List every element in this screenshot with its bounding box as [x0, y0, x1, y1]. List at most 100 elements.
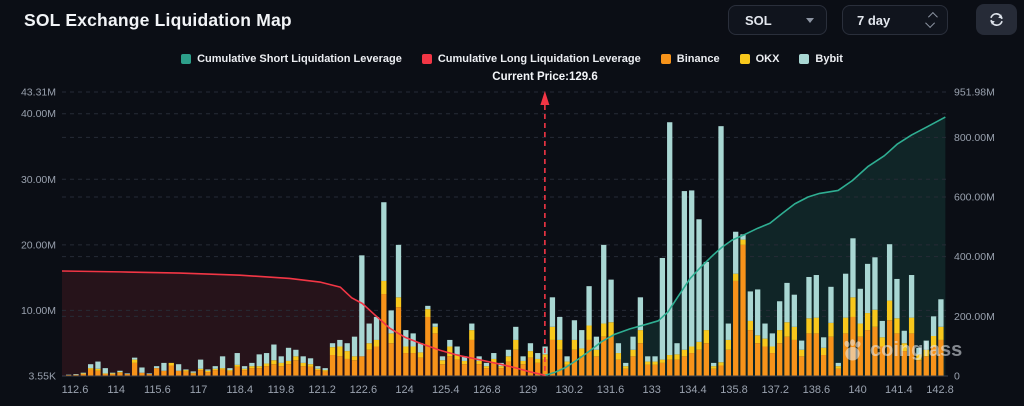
bar-segment[interactable]: [125, 373, 130, 374]
bar-segment[interactable]: [88, 364, 93, 368]
bar-segment[interactable]: [858, 324, 863, 337]
bar-segment[interactable]: [902, 331, 907, 343]
bar-segment[interactable]: [447, 346, 452, 356]
bar-segment[interactable]: [682, 350, 687, 357]
bar-segment[interactable]: [117, 371, 122, 372]
bar-segment[interactable]: [880, 337, 885, 346]
bar-segment[interactable]: [345, 359, 350, 376]
bar-segment[interactable]: [828, 323, 833, 337]
bar-segment[interactable]: [718, 366, 723, 376]
symbol-select[interactable]: SOL: [728, 5, 827, 35]
bar-segment[interactable]: [301, 363, 306, 366]
bar-segment[interactable]: [191, 373, 196, 374]
refresh-button[interactable]: [976, 4, 1017, 35]
bar-segment[interactable]: [652, 365, 657, 376]
bar-segment[interactable]: [806, 277, 811, 318]
bar-segment[interactable]: [169, 366, 174, 376]
bar-segment[interactable]: [73, 374, 78, 375]
bar-segment[interactable]: [374, 340, 379, 347]
bar-segment[interactable]: [784, 337, 789, 376]
bar-segment[interactable]: [103, 368, 108, 373]
bar-segment[interactable]: [242, 366, 247, 369]
bar-segment[interactable]: [865, 264, 870, 313]
bar-segment[interactable]: [623, 366, 628, 369]
bar-segment[interactable]: [755, 343, 760, 376]
bar-segment[interactable]: [674, 354, 679, 359]
bar-segment[interactable]: [740, 245, 745, 376]
bar-segment[interactable]: [689, 346, 694, 353]
bar-segment[interactable]: [748, 291, 753, 321]
bar-segment[interactable]: [821, 348, 826, 355]
bar-segment[interactable]: [95, 371, 100, 376]
bar-segment[interactable]: [403, 346, 408, 353]
bar-segment[interactable]: [645, 365, 650, 376]
bar-segment[interactable]: [330, 347, 335, 355]
bar-segment[interactable]: [601, 324, 606, 337]
bar-segment[interactable]: [161, 363, 166, 371]
bar-segment[interactable]: [433, 324, 438, 327]
bar-segment[interactable]: [696, 350, 701, 376]
bar-segment[interactable]: [645, 356, 650, 361]
bar-segment[interactable]: [740, 240, 745, 245]
bar-segment[interactable]: [81, 373, 86, 374]
bar-segment[interactable]: [220, 356, 225, 368]
bar-segment[interactable]: [594, 350, 599, 357]
bar-segment[interactable]: [850, 297, 855, 317]
bar-segment[interactable]: [513, 340, 518, 350]
bar-segment[interactable]: [601, 245, 606, 324]
bar-segment[interactable]: [513, 350, 518, 376]
bar-segment[interactable]: [418, 352, 423, 357]
bar-segment[interactable]: [836, 369, 841, 376]
bar-segment[interactable]: [887, 244, 892, 300]
bar-segment[interactable]: [271, 360, 276, 364]
bar-segment[interactable]: [374, 317, 379, 340]
bar-segment[interactable]: [689, 190, 694, 346]
bar-segment[interactable]: [271, 364, 276, 376]
bar-segment[interactable]: [396, 297, 401, 307]
bar-segment[interactable]: [330, 355, 335, 376]
bar-segment[interactable]: [249, 363, 254, 366]
bar-segment[interactable]: [733, 274, 738, 281]
bar-segment[interactable]: [792, 327, 797, 340]
bar-segment[interactable]: [733, 281, 738, 376]
bar-segment[interactable]: [161, 371, 166, 376]
bar-segment[interactable]: [176, 371, 181, 376]
bar-segment[interactable]: [88, 369, 93, 376]
bar-segment[interactable]: [711, 369, 716, 376]
bar-segment[interactable]: [564, 356, 569, 361]
bar-segment[interactable]: [557, 317, 562, 340]
bar-segment[interactable]: [872, 327, 877, 376]
bar-segment[interactable]: [520, 356, 525, 361]
bar-segment[interactable]: [293, 360, 298, 376]
bar-segment[interactable]: [249, 366, 254, 368]
bar-segment[interactable]: [792, 340, 797, 376]
bar-segment[interactable]: [836, 366, 841, 369]
bar-segment[interactable]: [367, 350, 372, 376]
bar-segment[interactable]: [95, 369, 100, 371]
bar-segment[interactable]: [506, 350, 511, 357]
bar-segment[interactable]: [770, 353, 775, 376]
bar-segment[interactable]: [777, 343, 782, 376]
bar-segment[interactable]: [674, 360, 679, 376]
bar-segment[interactable]: [667, 122, 672, 355]
bar-segment[interactable]: [696, 342, 701, 350]
bar-segment[interactable]: [198, 360, 203, 369]
bar-segment[interactable]: [924, 341, 929, 350]
bar-segment[interactable]: [726, 340, 731, 350]
bar-segment[interactable]: [286, 348, 291, 361]
bar-segment[interactable]: [550, 340, 555, 376]
bar-segment[interactable]: [623, 369, 628, 376]
bar-segment[interactable]: [337, 356, 342, 376]
bar-segment[interactable]: [586, 340, 591, 376]
bar-segment[interactable]: [264, 366, 269, 376]
bar-segment[interactable]: [777, 330, 782, 343]
bar-segment[interactable]: [301, 356, 306, 363]
bar-segment[interactable]: [132, 363, 137, 376]
bar-segment[interactable]: [257, 354, 262, 366]
bar-segment[interactable]: [887, 320, 892, 376]
bar-segment[interactable]: [411, 346, 416, 353]
bar-segment[interactable]: [440, 356, 445, 360]
bar-segment[interactable]: [660, 258, 665, 360]
bar-segment[interactable]: [110, 373, 115, 374]
bar-segment[interactable]: [704, 343, 709, 376]
